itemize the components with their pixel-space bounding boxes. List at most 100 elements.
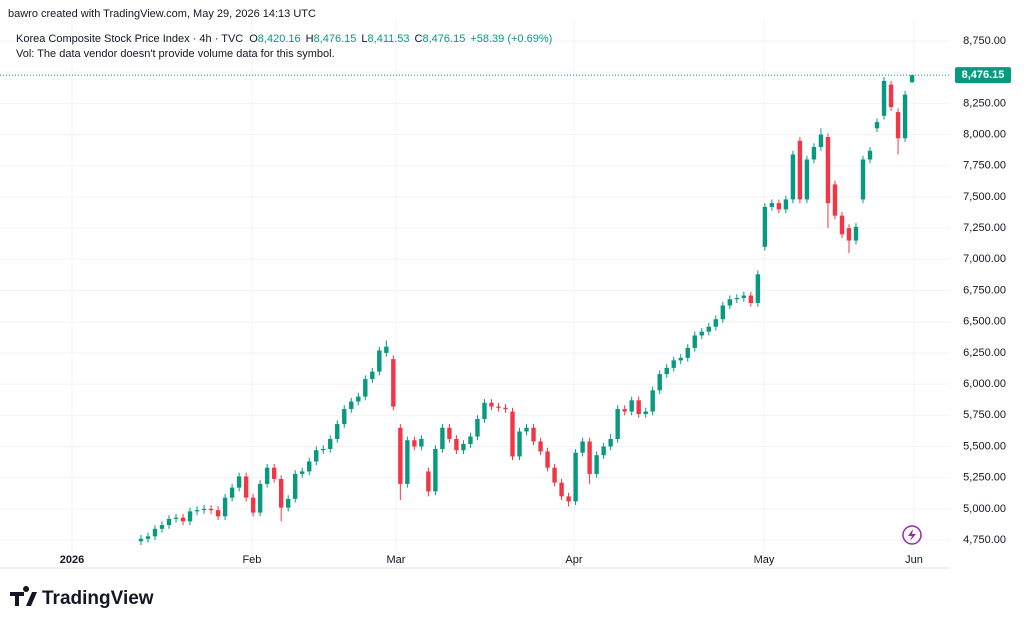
candle-body: [587, 441, 592, 474]
candle-body: [278, 478, 284, 508]
candle-body: [713, 319, 718, 327]
candle-body: [909, 75, 915, 83]
h-label: H: [306, 33, 314, 45]
candle-body: [180, 517, 186, 522]
open: 8,420.16: [258, 33, 301, 45]
vol-note: Vol: The data vendor doesn't provide vol…: [16, 48, 335, 60]
candle-body: [243, 476, 249, 498]
candle-body: [173, 517, 179, 519]
candle-body: [468, 436, 473, 444]
candle-body: [461, 443, 466, 451]
y-tick-label: 7,250.00: [963, 222, 1006, 234]
candle-body: [573, 452, 578, 502]
candle-body: [510, 411, 515, 457]
candle-body: [349, 401, 354, 410]
flash-bolt: [908, 529, 916, 541]
close: 8,476.15: [423, 33, 466, 45]
y-tick-label: 8,000.00: [963, 128, 1006, 140]
candle-body: [159, 525, 165, 529]
credit: bawro created with TradingView.com, May …: [8, 8, 316, 20]
candle-body: [804, 159, 810, 200]
y-tick-label: 6,750.00: [963, 284, 1006, 296]
y-tick-label: 7,750.00: [963, 160, 1006, 172]
candle-body: [152, 528, 158, 537]
candle-body: [426, 471, 431, 492]
candle-body: [440, 427, 445, 449]
candle-body: [370, 371, 375, 380]
candle-body: [138, 538, 144, 542]
candle-body: [643, 411, 648, 415]
y-tick-label: 8,750.00: [963, 35, 1006, 47]
candle-body: [314, 450, 319, 462]
candle-body: [482, 402, 487, 420]
x-tick-label: Apr: [565, 554, 582, 566]
candle-body: [727, 299, 733, 306]
last-price-label: 8,476.15: [962, 69, 1005, 81]
candle-body: [187, 511, 193, 522]
candle-body: [552, 467, 557, 483]
y-tick-label: 6,500.00: [963, 316, 1006, 328]
logo-icon: [10, 586, 37, 606]
candle-body: [580, 441, 585, 453]
candle-body: [398, 427, 403, 484]
candle-body: [853, 226, 859, 241]
candle-body: [692, 335, 697, 348]
candle-body: [257, 483, 263, 513]
candle-body: [608, 438, 613, 447]
candle-body: [664, 367, 669, 375]
candle-body: [496, 406, 501, 408]
candle-body: [166, 518, 172, 526]
candle-body: [356, 396, 361, 402]
candle-body: [797, 140, 803, 200]
candle-body: [860, 159, 866, 200]
y-tick-label: 4,750.00: [963, 534, 1006, 546]
candle-body: [566, 496, 571, 502]
candle-body: [419, 438, 424, 447]
candle-body: [594, 455, 599, 474]
candle-body: [650, 390, 655, 412]
candle-body: [902, 94, 908, 139]
candle-body: [201, 508, 207, 511]
c-label: C: [415, 33, 423, 45]
candle-body: [307, 461, 312, 472]
candle-body: [839, 215, 845, 235]
candle-body: [895, 112, 901, 139]
candle-body: [412, 440, 417, 447]
candle-body: [363, 379, 368, 397]
candle-body: [874, 122, 880, 129]
candle-body: [636, 400, 641, 415]
candle-body: [194, 510, 200, 512]
candle-body: [559, 482, 564, 497]
candle-body: [657, 374, 662, 391]
candle-body: [300, 471, 305, 474]
candle-body: [818, 134, 824, 148]
candle-body: [790, 154, 796, 200]
candle-body: [342, 409, 347, 425]
high: 8,476.15: [314, 33, 357, 45]
candle-body: [503, 407, 508, 410]
candle-body: [391, 359, 396, 407]
candle-body: [250, 497, 256, 513]
candle-body: [447, 427, 452, 439]
candle-body: [215, 510, 221, 517]
l-label: L: [361, 33, 367, 45]
grid: [0, 20, 950, 569]
candles: [138, 75, 915, 546]
legend: Korea Composite Stock Price Index · 4h ·…: [16, 33, 552, 45]
candle-body: [741, 295, 747, 298]
candle-body: [671, 360, 676, 368]
candle-body: [811, 147, 817, 160]
candle-body: [454, 438, 459, 451]
low: 8,411.53: [368, 33, 410, 45]
last-price-box: [955, 67, 1011, 84]
candle-body: [335, 424, 340, 439]
candle-body: [755, 274, 761, 303]
candle-body: [285, 498, 291, 508]
candle-body: [881, 80, 887, 116]
candle-body: [489, 402, 494, 407]
candle-body: [208, 508, 214, 511]
candle-body: [776, 203, 782, 210]
candle-body: [769, 203, 775, 207]
candle-body: [292, 473, 298, 499]
y-tick-label: 6,250.00: [963, 347, 1006, 359]
